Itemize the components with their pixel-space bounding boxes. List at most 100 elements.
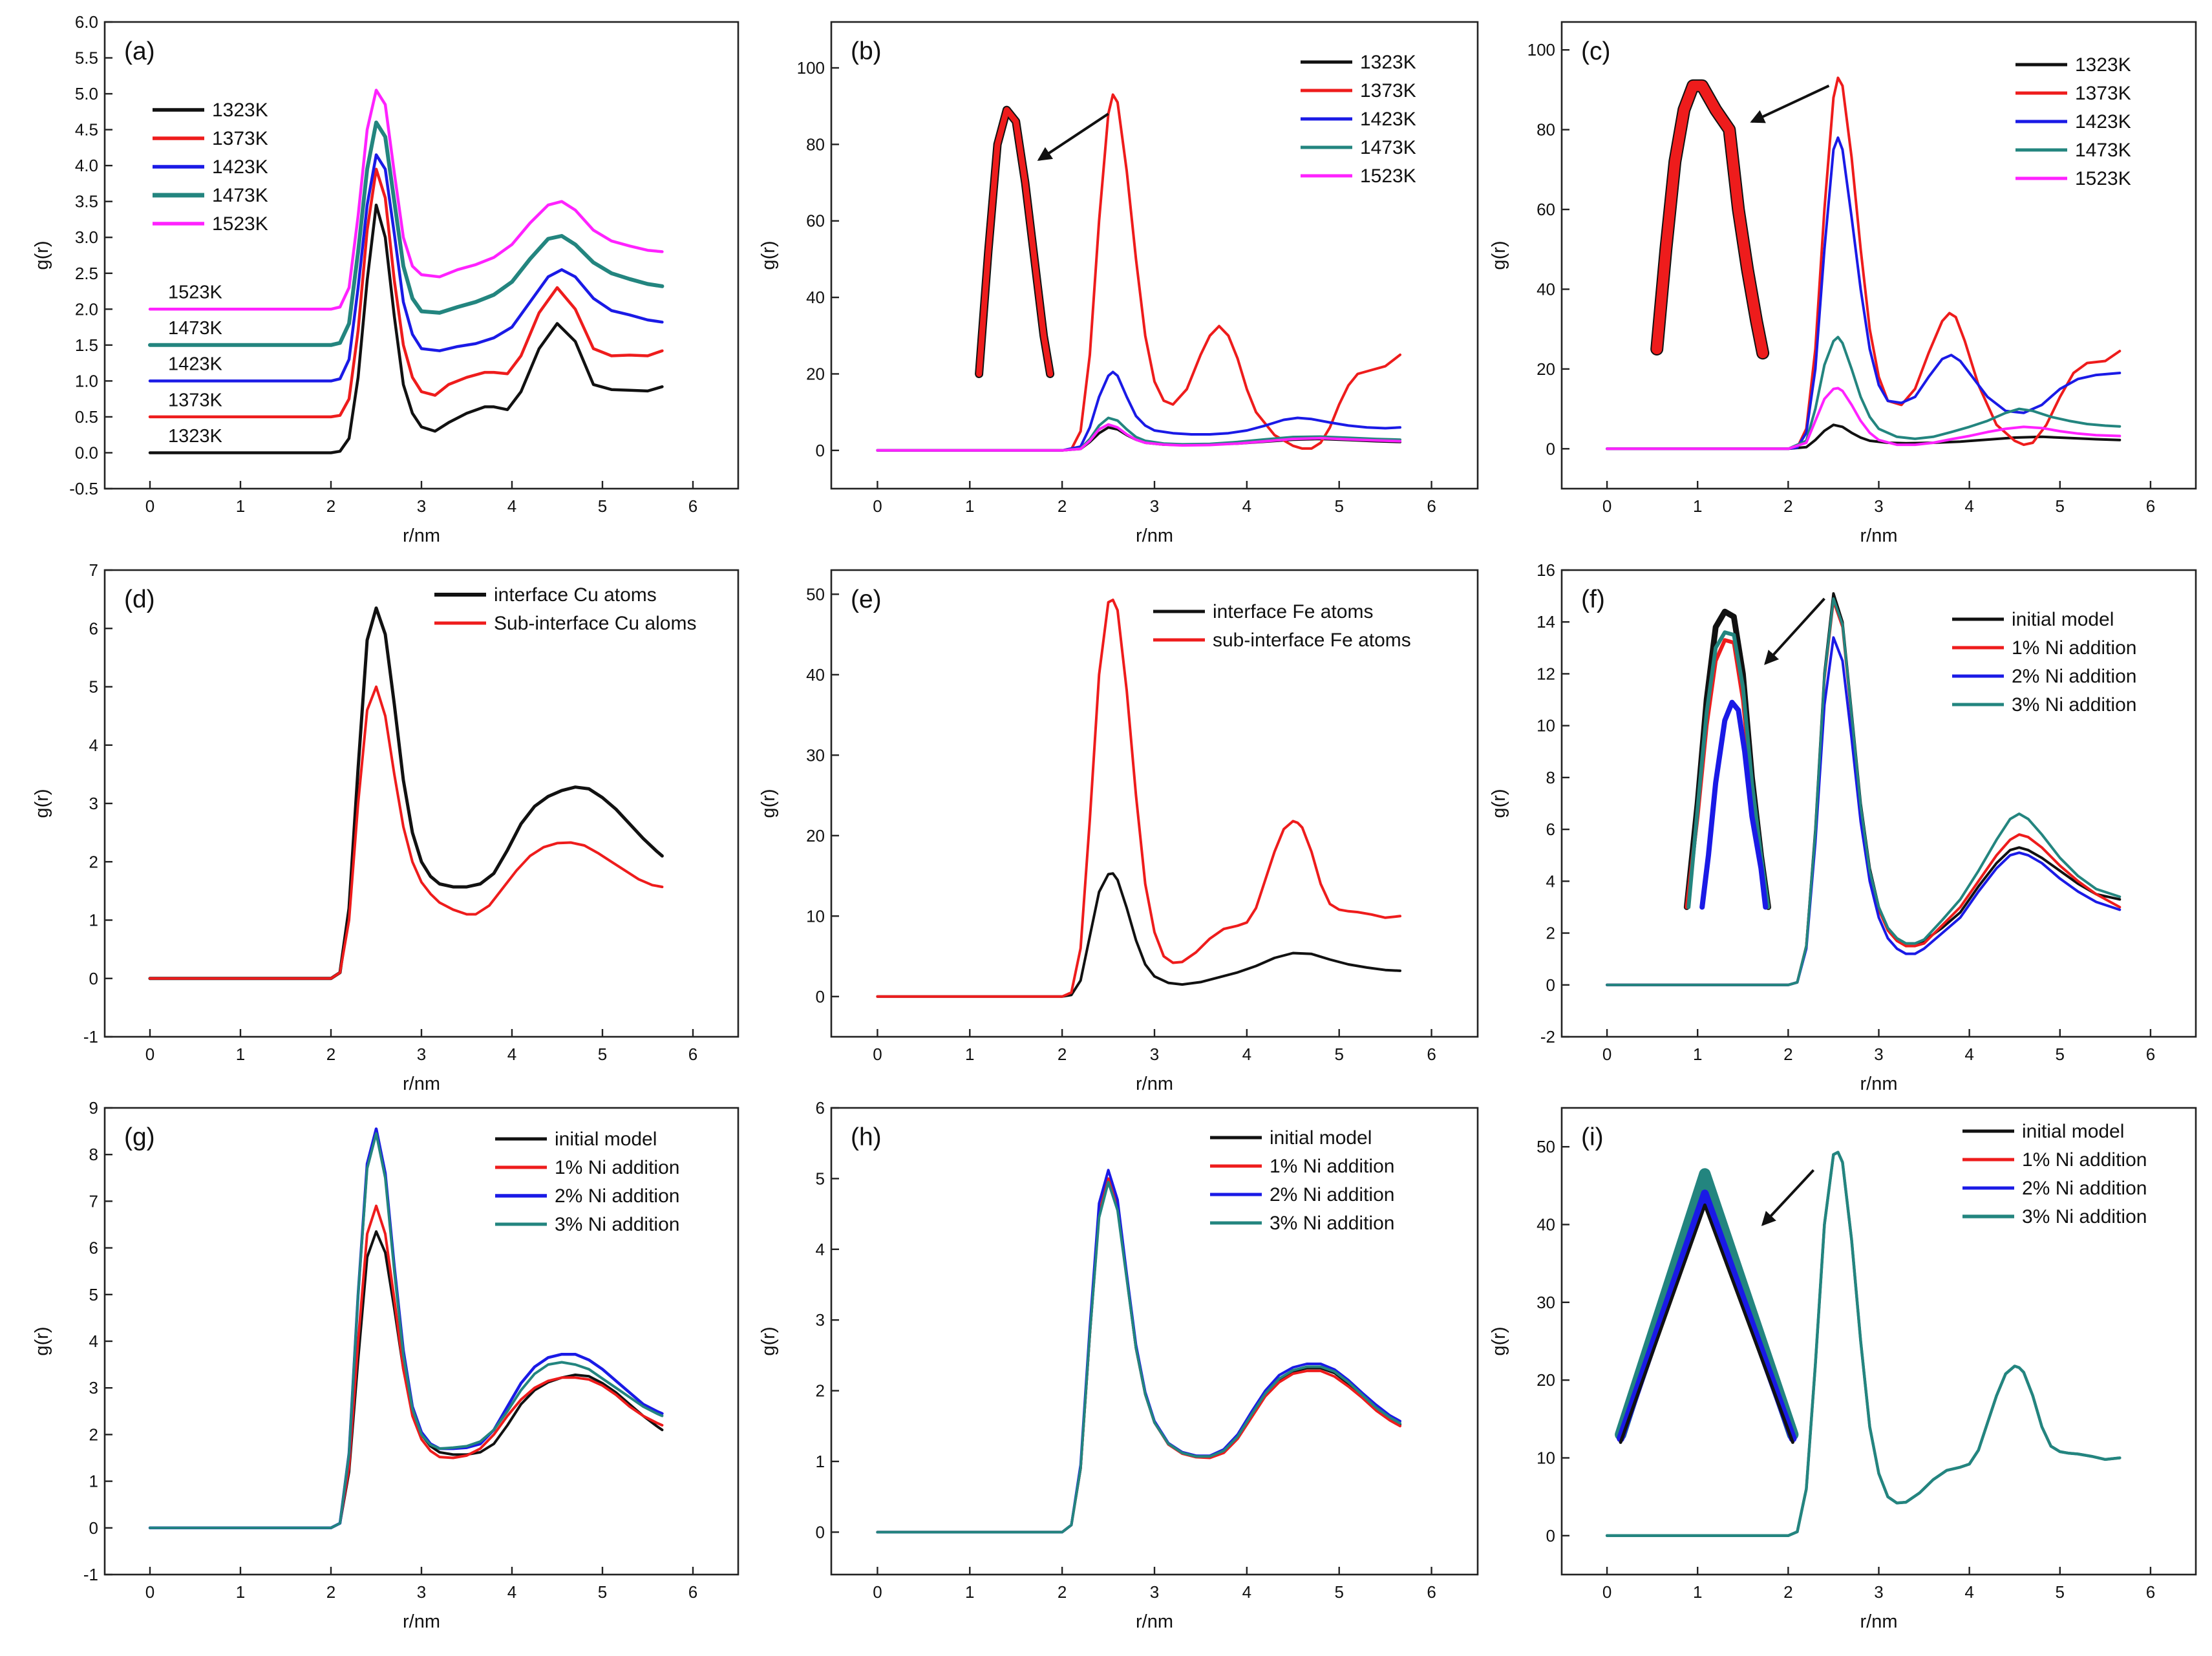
legend-entry: 1523K <box>1360 165 1416 187</box>
y-tick-label: 5 <box>816 1169 825 1188</box>
y-tick-label: 2 <box>89 852 98 871</box>
series-line <box>876 416 1401 452</box>
legend-entry: 1423K <box>212 156 268 178</box>
y-axis-label: g(r) <box>1489 240 1509 270</box>
y-tick-label: 6.0 <box>75 12 98 32</box>
y-axis-label: g(r) <box>32 789 52 818</box>
panel-label: (i) <box>1581 1123 1604 1151</box>
y-tick-label: 1.0 <box>75 371 98 390</box>
y-tick-label: 1 <box>89 911 98 930</box>
zoom-arrow <box>1750 84 1830 123</box>
x-tick-label: 5 <box>1334 496 1343 516</box>
y-tick-label: 3.0 <box>75 228 98 247</box>
y-tick-label: 8 <box>89 1145 98 1164</box>
x-tick-label: 2 <box>1783 1582 1792 1602</box>
y-tick-label: 0 <box>89 969 98 988</box>
y-axis-label: g(r) <box>1489 789 1509 818</box>
x-tick-label: 2 <box>1058 1582 1067 1602</box>
panel-g: 0 1 2 3 4 5 6 -1 0 1 2 3 4 5 6 7 8 9 r/nm g(r) (g) initial mo… <box>32 1098 739 1632</box>
curve-label: 1523K <box>168 282 223 303</box>
x-tick-label: 5 <box>2056 496 2065 516</box>
x-tick-label: 0 <box>873 496 882 516</box>
x-tick-label: 0 <box>145 1582 154 1602</box>
x-tick-label: 1 <box>236 496 245 516</box>
x-tick-label: 4 <box>1964 1045 1973 1064</box>
x-tick-label: 0 <box>873 1045 882 1064</box>
y-tick-label: 30 <box>806 745 825 765</box>
y-tick-label: 1.5 <box>75 335 98 355</box>
x-axis-label: r/nm <box>1860 1074 1898 1094</box>
series-line <box>876 872 1401 998</box>
y-tick-label: 0 <box>1546 1526 1555 1545</box>
x-tick-label: 1 <box>1693 496 1702 516</box>
y-tick-label: 1 <box>816 1452 825 1471</box>
y-tick-label: 1 <box>89 1472 98 1491</box>
y-tick-label: 30 <box>1537 1293 1555 1312</box>
series-line <box>876 370 1401 452</box>
panel-label: (b) <box>851 37 882 65</box>
series-line <box>148 89 664 311</box>
plot-area <box>876 93 1401 452</box>
y-tick-label: 40 <box>806 288 825 307</box>
inset-line <box>1652 80 1769 359</box>
legend: interface Fe atoms sub-interface Fe atoms <box>1153 601 1411 651</box>
legend-entry: 1323K <box>1360 52 1416 73</box>
x-tick-label: 1 <box>1693 1582 1702 1602</box>
y-axis-label: g(r) <box>758 789 779 818</box>
x-tick-label: 5 <box>598 1582 607 1602</box>
y-tick-label: 2.0 <box>75 299 98 319</box>
plot-area <box>876 1169 1401 1534</box>
legend-entry: 1% Ni addition <box>555 1157 679 1178</box>
y-tick-label: 4.0 <box>75 156 98 175</box>
legend-entry: 1% Ni addition <box>2022 1149 2147 1171</box>
panel-label: (e) <box>851 586 882 613</box>
x-tick-label: 1 <box>965 496 974 516</box>
legend: initial model 1% Ni addition 2% Ni additio… <box>1952 609 2136 716</box>
legend-entry: 1473K <box>212 185 268 206</box>
legend-entry: 1523K <box>212 213 268 235</box>
inset-line <box>1686 630 1771 909</box>
inset-line <box>1683 608 1771 910</box>
x-tick-label: 1 <box>965 1582 974 1602</box>
zoom-arrow <box>1764 597 1825 665</box>
x-tick-label: 2 <box>326 1045 335 1064</box>
plot-frame <box>103 21 739 490</box>
panel-label: (g) <box>124 1123 155 1151</box>
y-tick-label: 100 <box>1527 40 1555 59</box>
plot-frame <box>830 1107 1479 1576</box>
legend-entry: 1423K <box>1360 109 1416 130</box>
y-tick-label: 10 <box>1537 716 1555 736</box>
x-tick-label: 6 <box>688 496 697 516</box>
x-axis-label: r/nm <box>1136 1611 1173 1632</box>
legend: initial model 1% Ni addition 2% Ni additio… <box>1962 1121 2147 1227</box>
legend: initial model 1% Ni addition 2% Ni additio… <box>495 1129 679 1235</box>
series-line <box>149 1132 664 1529</box>
y-tick-label: 16 <box>1537 560 1555 580</box>
y-tick-label: 50 <box>1537 1137 1555 1156</box>
y-tick-label: 10 <box>806 906 825 926</box>
legend-entry: initial model <box>2012 609 2114 630</box>
y-tick-label: 0 <box>89 1518 98 1538</box>
panel-e: 0 1 2 3 4 5 6 0 10 20 30 40 50 r/nm g(r) (e) interface F… <box>758 569 1479 1094</box>
y-tick-label: 6 <box>89 1238 98 1258</box>
series-line <box>1606 636 2122 986</box>
y-axis-label: g(r) <box>758 1326 779 1355</box>
y-tick-label: 60 <box>1537 200 1555 219</box>
x-tick-label: 5 <box>2056 1582 2065 1602</box>
x-tick-label: 3 <box>1874 1045 1883 1064</box>
legend-entry: 1373K <box>212 128 268 149</box>
x-tick-label: 5 <box>598 1045 607 1064</box>
x-tick-label: 4 <box>1964 496 1973 516</box>
x-tick-label: 5 <box>2056 1045 2065 1064</box>
legend-entry: sub-interface Fe atoms <box>1213 630 1411 651</box>
legend: initial model 1% Ni addition 2% Ni additio… <box>1210 1127 1394 1234</box>
panel-label: (c) <box>1581 37 1610 65</box>
x-axis-label: r/nm <box>1136 1074 1173 1094</box>
y-tick-label: 12 <box>1537 664 1555 683</box>
x-tick-label: 1 <box>965 1045 974 1064</box>
x-tick-label: 0 <box>1602 496 1611 516</box>
panel-label: (h) <box>851 1123 882 1151</box>
